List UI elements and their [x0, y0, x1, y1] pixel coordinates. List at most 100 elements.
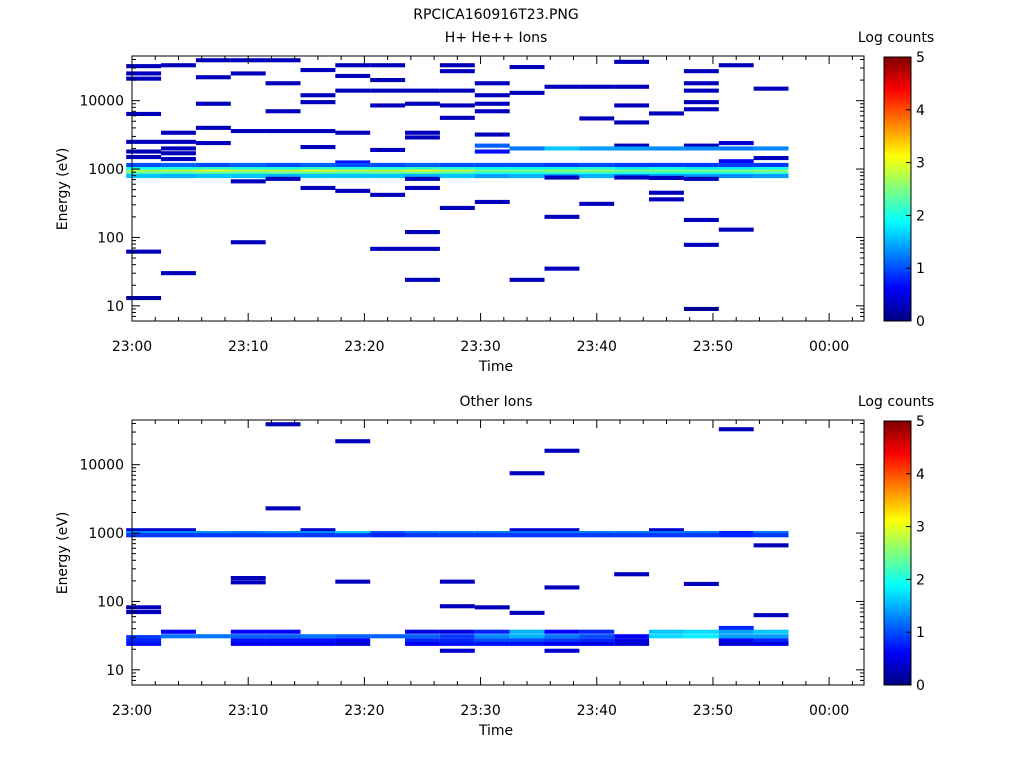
heatmap-cell	[753, 167, 789, 172]
heatmap-cell	[265, 176, 301, 181]
heatmap-cell	[544, 266, 580, 271]
heatmap-cell	[265, 129, 301, 134]
y-tick-label: 100	[97, 230, 124, 246]
heatmap-cell	[335, 73, 371, 78]
heatmap-cell	[683, 143, 719, 148]
x-tick-label: 23:20	[344, 703, 384, 719]
heatmap-cell	[126, 610, 162, 615]
heatmap-cell	[300, 100, 336, 105]
heatmap-cell	[439, 169, 475, 174]
heatmap-cell	[753, 162, 789, 167]
x-tick-label: 23:10	[228, 339, 268, 355]
y-axis-label: Energy (eV)	[55, 512, 71, 595]
heatmap-cell	[683, 581, 719, 586]
heatmap-cell	[474, 629, 510, 634]
heatmap-cell	[126, 64, 162, 69]
heatmap-cell	[614, 171, 650, 176]
heatmap-cell	[195, 101, 231, 106]
heatmap-cell	[335, 169, 371, 174]
heatmap-cell	[300, 167, 336, 172]
heatmap-cell	[265, 171, 301, 176]
heatmap-cell	[370, 162, 406, 167]
heatmap-cell	[683, 242, 719, 247]
heatmap-cell	[300, 528, 336, 533]
heatmap-cell	[614, 167, 650, 172]
heatmap-cell	[544, 585, 580, 590]
heatmap-cell	[544, 171, 580, 176]
heatmap-cell	[474, 109, 510, 114]
heatmap-cell	[683, 162, 719, 167]
heatmap-cell	[230, 169, 266, 174]
heatmap-cell	[474, 174, 510, 179]
heatmap-cell	[544, 533, 580, 538]
heatmap-cell	[230, 167, 266, 172]
y-tick-label: 100	[97, 594, 124, 610]
heatmap-cell	[614, 641, 650, 646]
heatmap-cell	[579, 531, 615, 536]
heatmap-cell	[300, 171, 336, 176]
heatmap-cell	[161, 171, 196, 176]
heatmap-cell	[474, 169, 510, 174]
heatmap-cell	[195, 171, 231, 176]
heatmap-cell	[683, 169, 719, 174]
heatmap-cell	[405, 171, 440, 176]
heatmap-cell	[300, 638, 336, 643]
heatmap-cell	[509, 528, 545, 533]
heatmap-cell	[509, 90, 545, 95]
heatmap-cell	[126, 635, 162, 640]
heatmap-cell	[161, 531, 196, 536]
heatmap-cell	[370, 63, 406, 68]
colorbar-tick-label: 1	[916, 261, 925, 277]
heatmap-cell	[579, 641, 615, 646]
heatmap-cell	[335, 160, 371, 165]
heatmap-cell	[230, 531, 266, 536]
heatmap-cell	[439, 579, 475, 584]
heatmap-cell	[335, 531, 371, 536]
x-tick-label: 23:10	[228, 703, 268, 719]
heatmap-cell	[649, 162, 684, 167]
heatmap-cell	[753, 613, 789, 618]
heatmap-cell	[126, 162, 162, 167]
heatmap-cell	[474, 101, 510, 106]
plot-frame	[131, 55, 865, 322]
panel-title: Other Ions	[459, 394, 532, 410]
colorbar-tick-label: 3	[916, 520, 925, 536]
heatmap-cell	[300, 93, 336, 98]
heatmap-cell	[405, 135, 440, 140]
heatmap-cell	[683, 167, 719, 172]
heatmap-cell	[474, 149, 510, 154]
x-tick-label: 00:00	[809, 703, 849, 719]
heatmap-cell	[370, 147, 406, 152]
heatmap-cell	[439, 103, 475, 108]
heatmap-cell	[230, 641, 266, 646]
heatmap-cell	[405, 634, 440, 639]
heatmap-cell	[614, 169, 650, 174]
heatmap-cell	[474, 531, 510, 536]
heatmap-cell	[300, 634, 336, 639]
y-tick-label: 10	[106, 299, 124, 315]
heatmap-cell	[161, 533, 196, 538]
heatmap-cell	[509, 641, 545, 646]
heatmap-cell	[579, 533, 615, 538]
heatmap-cell	[335, 533, 371, 538]
heatmap-cell	[126, 155, 162, 160]
heatmap-cell	[370, 192, 406, 197]
heatmap-cell	[300, 641, 336, 646]
heatmap-cell	[300, 185, 336, 190]
heatmap-cell	[649, 167, 684, 172]
heatmap-cell	[126, 139, 162, 144]
heatmap-cell	[474, 533, 510, 538]
heatmap-cell	[161, 169, 196, 174]
heatmap-cell	[230, 71, 266, 76]
heatmap-cell	[544, 531, 580, 536]
heatmap-cell	[195, 634, 231, 639]
heatmap-cell	[614, 638, 650, 643]
heatmap-cell	[718, 63, 754, 68]
heatmap-cell	[370, 634, 406, 639]
heatmap-cell	[265, 638, 301, 643]
heatmap-cell	[230, 629, 266, 634]
heatmap-cell	[649, 111, 684, 116]
